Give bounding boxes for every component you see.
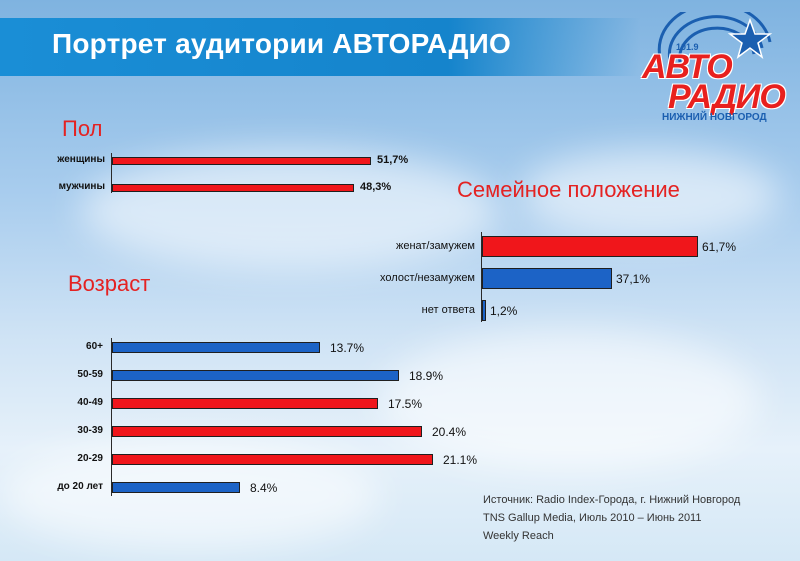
value-label: 21.1% <box>443 452 478 467</box>
avtoradio-logo: 101.9 АВТО РАДИО НИЖНИЙ НОВГОРОД <box>640 12 790 127</box>
value-label: 8.4% <box>250 480 278 495</box>
value-label: 51,7% <box>377 154 409 166</box>
data-bar <box>482 300 486 321</box>
logo-arcs-icon <box>657 12 773 63</box>
chart-axis <box>481 232 482 322</box>
logo-city: НИЖНИЙ НОВГОРОД <box>662 112 767 123</box>
value-label: 18.9% <box>409 368 444 383</box>
data-bar <box>112 454 433 465</box>
category-label: 50-59 <box>77 368 103 380</box>
category-label: женат/замужем <box>395 239 475 252</box>
chart-axis <box>111 153 112 193</box>
chart-axis <box>111 338 112 496</box>
category-label: 30-39 <box>77 424 103 436</box>
data-bar <box>112 184 354 192</box>
category-label: холост/незамужем <box>380 271 475 284</box>
logo-brand-bottom: РАДИО <box>668 78 786 116</box>
value-label: 61,7% <box>702 239 737 254</box>
category-label: 20-29 <box>77 452 103 464</box>
category-label: 60+ <box>86 340 103 352</box>
category-label: мужчины <box>58 181 105 192</box>
data-bar <box>482 268 612 289</box>
source-note: Источник: Radio Index-Города, г. Нижний … <box>483 491 740 545</box>
page-title: Портрет аудитории АВТОРАДИО <box>52 28 511 59</box>
data-bar <box>112 426 422 437</box>
value-label: 20.4% <box>432 424 467 439</box>
category-label: 40-49 <box>77 396 103 408</box>
header-banner: Портрет аудитории АВТОРАДИО <box>0 18 640 76</box>
value-label: 13.7% <box>330 340 365 355</box>
value-label: 48,3% <box>360 181 392 193</box>
data-bar <box>112 342 320 353</box>
source-line-2: TNS Gallup Media, Июль 2010 – Июнь 2011 <box>483 512 702 524</box>
value-label: 17.5% <box>388 396 423 411</box>
data-bar <box>112 157 371 165</box>
chart-title-gender: Пол <box>62 116 103 141</box>
chart-title-marital: Семейное положение <box>457 177 680 202</box>
value-label: 37,1% <box>616 271 651 286</box>
category-label: до 20 лет <box>57 480 103 492</box>
logo-frequency: 101.9 <box>676 42 699 52</box>
category-label: женщины <box>57 154 105 165</box>
value-label: 1,2% <box>490 303 518 318</box>
logo-brand-top: АВТО <box>642 48 733 86</box>
data-bar <box>112 398 378 409</box>
data-bar <box>112 482 240 493</box>
data-bar <box>112 370 399 381</box>
cloud-decoration <box>520 150 780 240</box>
cloud-decoration <box>380 330 760 470</box>
source-line-3: Weekly Reach <box>483 530 554 542</box>
data-bar <box>482 236 698 257</box>
cloud-decoration <box>80 150 500 270</box>
category-label: нет ответа <box>421 303 475 316</box>
chart-title-age: Возраст <box>68 271 151 296</box>
source-line-1: Источник: Radio Index-Города, г. Нижний … <box>483 494 741 506</box>
